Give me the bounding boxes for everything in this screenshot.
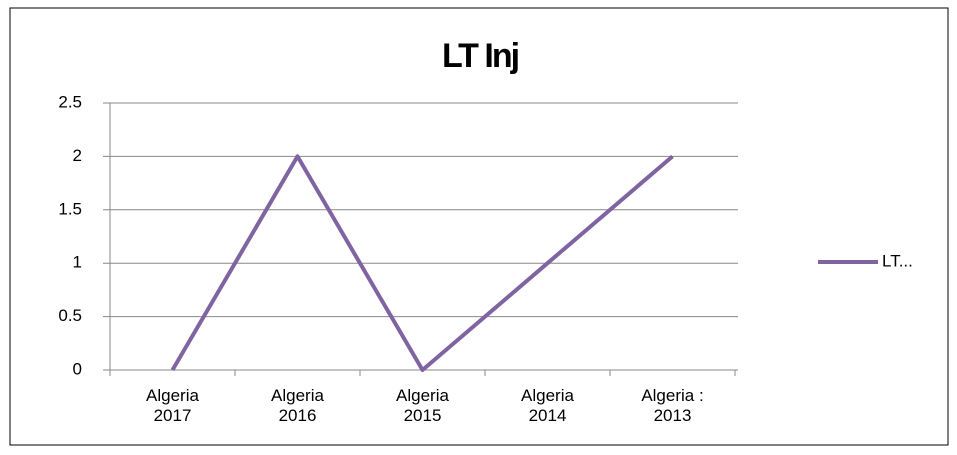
y-tick-label: 0	[73, 359, 82, 378]
y-tick-label: 1	[73, 253, 82, 272]
chart-title: LT Inj	[442, 37, 519, 75]
x-tick-label: Algeria 2014	[521, 386, 574, 425]
y-tick-label: 2.5	[58, 92, 82, 111]
y-tick-label: 0.5	[58, 306, 82, 325]
x-tick-label: Algeria 2015	[396, 386, 449, 425]
data-line	[170, 154, 674, 372]
y-tick-label: 2	[73, 146, 82, 165]
chart-border	[9, 7, 949, 446]
x-tick-label: Algeria 2016	[271, 386, 324, 425]
x-tick-label: Algeria 2017	[146, 386, 199, 425]
legend-label: LT...	[882, 251, 913, 270]
y-tick-label: 1.5	[58, 199, 82, 218]
x-tick-label: Algeria : 2013	[641, 386, 704, 425]
